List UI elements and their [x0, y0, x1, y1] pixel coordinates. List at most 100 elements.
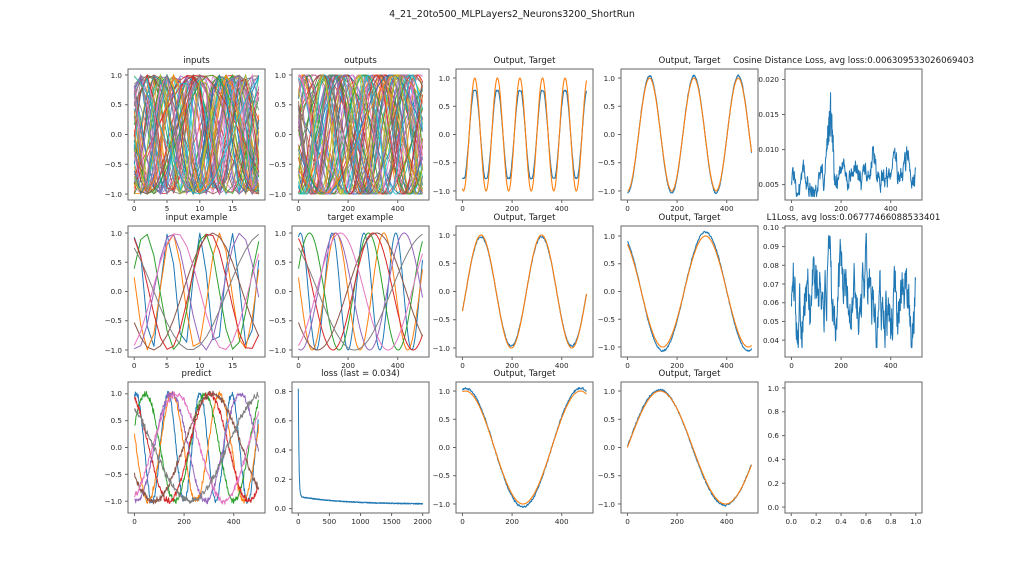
y-tick-label: 1.0 [110, 389, 122, 399]
x-tick-label: 200 [670, 361, 684, 370]
series-line-output [133, 233, 260, 350]
y-tick-label: 0.08 [762, 260, 779, 270]
series-line [298, 74, 423, 195]
x-tick-label: 0.4 [835, 517, 847, 526]
x-tick-label: 0 [789, 361, 794, 370]
subplot-output-target-d: Output, Target 0 200 400 1.0 0.5 0.0 −0.5 −1.0 [598, 213, 759, 370]
subplot-input-example: input example 0 5 10 15 1.0 0.5 0.0 −0.5 −1.0 [105, 213, 266, 370]
y-tick-label: −0.5 [432, 471, 450, 481]
series-line-target [626, 390, 753, 505]
series-line-output [133, 232, 260, 351]
x-tick-label: 200 [670, 517, 684, 526]
series-line-output [134, 390, 259, 505]
x-tick-label: 0.0 [785, 517, 797, 526]
x-tick-label: 200 [670, 204, 684, 213]
y-tick-label: −1.0 [104, 189, 122, 199]
series-line [133, 73, 260, 195]
series-line [298, 74, 423, 195]
subplot-title-l1-loss: L1Loss, avg loss:0.06777466088533401 [766, 213, 941, 223]
series-line-output [298, 232, 423, 351]
y-tick-label: 0.5 [438, 101, 450, 111]
series-line-output [134, 390, 259, 505]
y-tick-label: 0.06 [762, 298, 779, 308]
x-tick-label: 400 [554, 361, 569, 370]
series-line [133, 75, 260, 195]
subplot-title-output-target-f: Output, Target [658, 369, 721, 379]
series-line-target [461, 234, 588, 349]
subplot-title-predict: predict [181, 369, 212, 379]
subplot-inputs: inputs 0 5 10 15 1.0 0.5 0.0 −0.5 −1.0 [105, 56, 266, 213]
y-tick-label: 0.09 [762, 242, 779, 252]
series-line-target [462, 390, 587, 505]
y-tick-label: −1.0 [432, 343, 450, 353]
x-tick-label: 400 [390, 361, 405, 370]
series-line [298, 74, 423, 195]
y-tick-label: −1.0 [432, 186, 450, 196]
subplot-title-output-target-a: Output, Target [493, 56, 556, 66]
y-tick-label: 1.0 [603, 73, 615, 83]
subplot-canvas-outputs [289, 68, 430, 203]
y-tick-label: −0.5 [104, 316, 122, 326]
series-line [298, 74, 423, 195]
x-tick-label: 5 [164, 361, 170, 370]
y-tick-label: 0.020 [758, 75, 779, 84]
series-line [298, 74, 423, 195]
subplot-output-target-c: Output, Target 0 200 400 1.0 0.5 0.0 −0.5 −1.0 [433, 213, 594, 370]
x-tick-label: 400 [719, 204, 734, 213]
subplot-canvas-cosine-loss [782, 68, 923, 203]
series-line-target [627, 77, 753, 192]
series-line-output [627, 230, 753, 353]
x-tick-label: 15 [228, 361, 238, 370]
series-line-output [462, 89, 588, 180]
x-tick-label: 400 [883, 361, 898, 370]
y-tick-label: 1.0 [438, 386, 450, 396]
y-tick-label: 1.0 [274, 228, 286, 238]
x-tick-label: 0 [460, 517, 465, 526]
series-line [133, 76, 260, 195]
subplot-canvas-train-loss [289, 381, 430, 516]
series-line-target [298, 232, 423, 351]
series-line-output [298, 233, 423, 351]
y-tick-label: 0.8 [274, 387, 286, 396]
series-line-output [298, 232, 423, 351]
y-tick-label: 1.0 [110, 228, 122, 238]
x-tick-label: 0 [131, 361, 137, 370]
y-tick-label: 1.0 [274, 70, 286, 80]
subplot-title-cosine-loss: Cosine Distance Loss, avg loss:0.0063095… [733, 56, 974, 66]
series-line-output [298, 232, 423, 351]
subplot-output-target-f: Output, Target 0 200 400 1.0 0.5 0.0 −0.5 −1.0 [598, 369, 759, 526]
y-tick-label: 1.0 [110, 70, 122, 80]
y-tick-label: 1.0 [603, 231, 615, 241]
subplot-title-target-example: target example [327, 213, 394, 223]
y-tick-label: 0.5 [110, 416, 122, 426]
x-tick-label: 10 [195, 361, 205, 370]
x-tick-label: 1.0 [910, 517, 922, 526]
series-line-target [461, 77, 588, 192]
series-line-output [134, 391, 259, 505]
y-tick-label: 0.2 [274, 474, 286, 484]
x-tick-label: 0 [296, 517, 301, 526]
x-tick-label: 0 [132, 517, 137, 526]
x-tick-label: 200 [341, 204, 355, 213]
x-tick-label: 400 [554, 204, 569, 213]
subplot-title-output-target-b: Output, Target [658, 56, 721, 66]
x-tick-label: 400 [554, 517, 569, 526]
series-line-target [626, 235, 752, 348]
series-line [133, 75, 260, 195]
x-tick-label: 0 [460, 361, 465, 370]
series-line [133, 75, 260, 194]
y-tick-label: −1.0 [597, 342, 615, 352]
series-line-output [133, 233, 260, 350]
subplot-title-input-example: input example [165, 213, 228, 223]
y-tick-label: 0.4 [274, 445, 286, 455]
subplot-output-target-a: Output, Target 0 200 400 1.0 0.5 0.0 −0.5 −1.0 [433, 56, 594, 213]
y-tick-label: 0.04 [762, 335, 779, 345]
series-line [133, 74, 260, 196]
subplot-outputs: outputs 0 200 400 1.0 0.5 0.0 −0.5 −1.0 [269, 56, 430, 213]
x-tick-label: 400 [883, 204, 898, 213]
y-tick-label: 0.0 [274, 130, 286, 139]
series-line-output [133, 233, 260, 351]
y-tick-label: 0.015 [758, 110, 779, 119]
x-tick-label: 200 [505, 361, 519, 370]
